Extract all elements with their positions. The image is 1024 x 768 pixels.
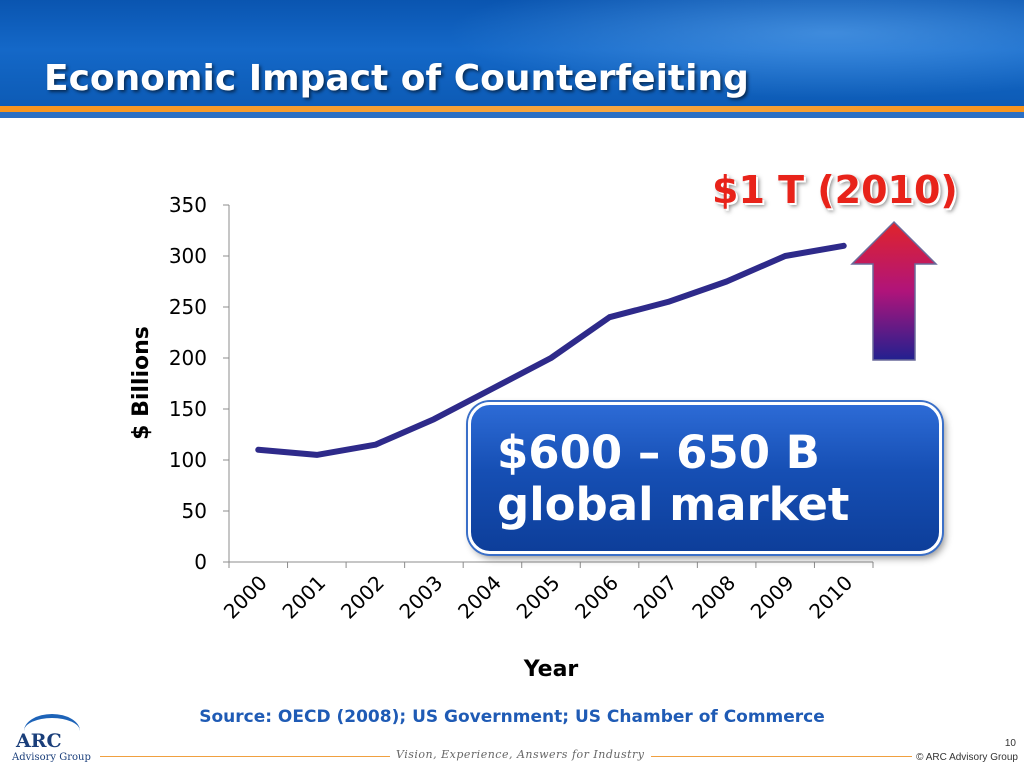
- arc-logo: ARC Advisory Group: [10, 712, 100, 766]
- x-tick-label: 2001: [277, 571, 330, 624]
- series-line-0: [255, 242, 847, 458]
- x-tick-label: 2005: [512, 571, 565, 624]
- callout-line-1: $600 – 650 B: [497, 426, 820, 479]
- global-market-callout: $600 – 650 B global market: [468, 402, 942, 554]
- x-tick-label: 2006: [570, 571, 623, 624]
- logo-arc-icon: [24, 714, 80, 748]
- y-tick-label: 350: [169, 193, 207, 217]
- x-tick-label: 2002: [336, 571, 389, 624]
- header-accent-stripe: [0, 106, 1024, 112]
- copyright-notice: © ARC Advisory Group: [912, 752, 1018, 763]
- source-citation: Source: OECD (2008); US Government; US C…: [199, 707, 825, 727]
- chart-axes: [223, 204, 874, 568]
- x-tick-label: 2000: [219, 571, 272, 624]
- x-axis-title: Year: [523, 657, 579, 682]
- chart-series: [255, 242, 847, 458]
- x-tick-label: 2008: [687, 571, 740, 624]
- y-axis-title: $ Billions: [129, 326, 154, 440]
- header-bar: [0, 0, 1024, 110]
- slide-title: Economic Impact of Counterfeiting: [44, 58, 749, 99]
- page-number: 10: [1004, 738, 1016, 749]
- y-tick-label: 150: [169, 397, 207, 421]
- y-tick-label: 250: [169, 295, 207, 319]
- logo-text: ARC: [16, 730, 62, 752]
- up-arrow-icon: [850, 220, 938, 361]
- x-tick-label: 2007: [629, 571, 682, 624]
- header-lower-stripe: [0, 112, 1024, 118]
- logo-subtext: Advisory Group: [12, 752, 91, 763]
- footer-tagline: Vision, Experience, Answers for Industry: [390, 748, 651, 761]
- y-tick-label: 0: [194, 550, 207, 574]
- y-tick-label: 100: [169, 448, 207, 472]
- x-tick-label: 2009: [746, 571, 799, 624]
- x-tick-label: 2010: [804, 571, 857, 624]
- y-tick-label: 50: [182, 499, 207, 523]
- header-shine: [380, 0, 1024, 110]
- trillion-label: $1 T (2010): [712, 168, 958, 212]
- y-tick-label: 300: [169, 244, 207, 268]
- x-tick-label: 2003: [394, 571, 447, 624]
- y-tick-label: 200: [169, 346, 207, 370]
- x-tick-label: 2004: [453, 571, 506, 624]
- callout-line-2: global market: [497, 478, 850, 531]
